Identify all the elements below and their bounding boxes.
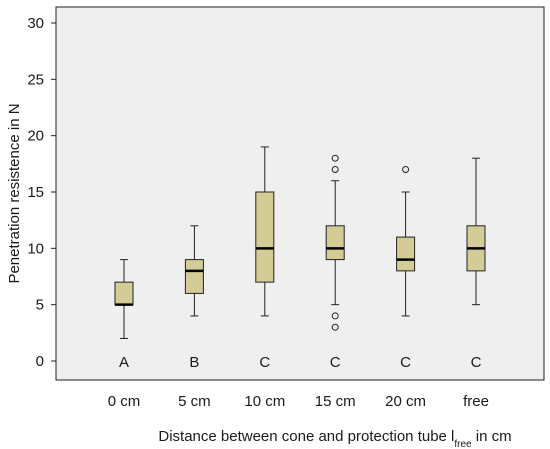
outlier-point <box>331 312 339 320</box>
iqr-box <box>114 281 134 306</box>
x-axis: 0 cm 5 cm 10 cm 15 cm 20 cm free <box>108 393 489 410</box>
iqr-box <box>255 191 275 283</box>
y-tick-label: 0 <box>36 353 44 370</box>
box-20-cm <box>396 165 416 317</box>
x-tick-label: 15 cm <box>315 393 356 410</box>
x-axis-title: Distance between cone and protection tub… <box>158 428 511 449</box>
iqr-box <box>184 259 204 294</box>
group-letter: C <box>259 354 270 371</box>
plot-area <box>55 6 545 381</box>
outlier-point <box>402 165 410 173</box>
group-letter: B <box>189 354 199 371</box>
y-axis-title: Penetration resistence in N <box>6 103 23 283</box>
outlier-point <box>331 323 339 331</box>
y-tick-label: 30 <box>27 15 44 32</box>
box-10-cm <box>255 146 275 317</box>
y-tick-label: 10 <box>27 240 44 257</box>
x-axis-title-main: Distance between cone and protection tub… <box>158 428 454 445</box>
iqr-box <box>325 225 345 261</box>
box-series <box>114 146 486 339</box>
y-axis: 0 5 10 15 20 25 30 <box>27 15 56 370</box>
x-axis-title-unit: in cm <box>472 428 512 445</box>
group-letter: A <box>119 354 129 371</box>
box-free <box>466 157 486 306</box>
box-0-cm <box>114 259 134 339</box>
y-tick-label: 20 <box>27 128 44 145</box>
y-tick-label: 5 <box>36 297 44 314</box>
outlier-point <box>331 154 339 162</box>
x-tick-label: 0 cm <box>108 393 141 410</box>
x-tick-label: 20 cm <box>385 393 426 410</box>
group-letter: C <box>400 354 411 371</box>
y-tick-label: 25 <box>27 71 44 88</box>
x-tick-label: 10 cm <box>244 393 285 410</box>
iqr-box <box>396 236 416 272</box>
box-5-cm <box>184 225 204 317</box>
x-tick-label: free <box>463 393 489 410</box>
group-letter: C <box>330 354 341 371</box>
group-letter: C <box>471 354 482 371</box>
x-tick-label: 5 cm <box>178 393 211 410</box>
box-15-cm <box>325 154 345 331</box>
x-axis-title-subscript: free <box>454 439 472 449</box>
y-tick-label: 15 <box>27 184 44 201</box>
outlier-point <box>331 165 339 173</box>
